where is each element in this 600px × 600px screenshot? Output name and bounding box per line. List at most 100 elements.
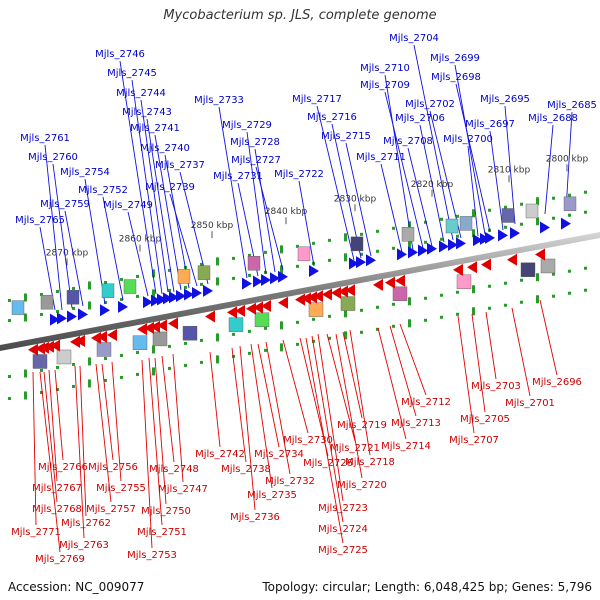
reverse-gene-arrow[interactable] [261, 299, 271, 312]
forward-gene-label[interactable]: Mjls_2685 [547, 100, 597, 111]
reverse-gene-arrow[interactable] [453, 263, 463, 276]
forward-gene-arrow[interactable] [448, 238, 458, 251]
reverse-gene-arrow[interactable] [70, 335, 80, 348]
reverse-gene-label[interactable]: Mjls_2768 [32, 504, 82, 515]
forward-gene-label[interactable]: Mjls_2761 [20, 133, 70, 144]
reverse-gene-arrow[interactable] [295, 293, 305, 306]
reverse-gene-label[interactable]: Mjls_2712 [401, 397, 451, 408]
reverse-gene-arrow[interactable] [107, 328, 117, 341]
forward-gene-arrow[interactable] [261, 273, 271, 286]
reverse-gene-label[interactable]: Mjls_2718 [345, 457, 395, 468]
forward-gene-label[interactable]: Mjls_2688 [528, 113, 578, 124]
reverse-gene-arrow[interactable] [91, 331, 101, 344]
forward-gene-label[interactable]: Mjls_2745 [107, 68, 157, 79]
reverse-gene-label[interactable]: Mjls_2707 [449, 435, 499, 446]
forward-gene-label[interactable]: Mjls_2715 [321, 131, 371, 142]
reverse-gene-arrow[interactable] [481, 258, 491, 271]
forward-gene-arrow[interactable] [480, 232, 490, 245]
reverse-gene-label[interactable]: Mjls_2736 [230, 512, 280, 523]
reverse-gene-label[interactable]: Mjls_2730 [283, 435, 333, 446]
forward-gene-label[interactable]: Mjls_2743 [122, 107, 172, 118]
forward-gene-arrow[interactable] [192, 286, 202, 299]
forward-gene-arrow[interactable] [78, 308, 88, 321]
forward-gene-arrow[interactable] [151, 294, 161, 307]
forward-gene-label[interactable]: Mjls_2704 [389, 33, 439, 44]
reverse-gene-arrow[interactable] [97, 330, 107, 343]
forward-gene-label[interactable]: Mjls_2746 [95, 49, 145, 60]
reverse-gene-label[interactable]: Mjls_2720 [337, 480, 387, 491]
forward-gene-arrow[interactable] [418, 244, 428, 257]
reverse-gene-arrow[interactable] [150, 320, 160, 333]
forward-gene-arrow[interactable] [408, 246, 418, 259]
reverse-gene-label[interactable]: Mjls_2750 [141, 506, 191, 517]
reverse-gene-label[interactable]: Mjls_2701 [505, 398, 555, 409]
reverse-gene-label[interactable]: Mjls_2723 [318, 503, 368, 514]
reverse-gene-label[interactable]: Mjls_2705 [460, 414, 510, 425]
forward-gene-arrow[interactable] [242, 277, 252, 290]
forward-gene-label[interactable]: Mjls_2729 [222, 120, 272, 131]
forward-gene-arrow[interactable] [498, 229, 508, 242]
reverse-gene-label[interactable]: Mjls_2713 [391, 418, 441, 429]
reverse-gene-arrow[interactable] [168, 317, 178, 330]
reverse-gene-arrow[interactable] [313, 290, 323, 303]
forward-gene-arrow[interactable] [176, 289, 186, 302]
reverse-gene-label[interactable]: Mjls_2721 [330, 443, 380, 454]
forward-gene-arrow[interactable] [184, 288, 194, 301]
reverse-gene-arrow[interactable] [535, 248, 545, 261]
forward-gene-label[interactable]: Mjls_2765 [15, 215, 65, 226]
forward-gene-arrow[interactable] [270, 272, 280, 285]
forward-gene-label[interactable]: Mjls_2716 [307, 112, 357, 123]
forward-gene-arrow[interactable] [356, 256, 366, 269]
forward-gene-label[interactable]: Mjls_2740 [140, 143, 190, 154]
reverse-gene-arrow[interactable] [235, 304, 245, 317]
forward-gene-label[interactable]: Mjls_2709 [360, 80, 410, 91]
forward-gene-label[interactable]: Mjls_2717 [292, 94, 342, 105]
forward-gene-label[interactable]: Mjls_2706 [395, 113, 445, 124]
forward-gene-label[interactable]: Mjls_2744 [116, 88, 166, 99]
forward-gene-arrow[interactable] [253, 275, 263, 288]
reverse-gene-label[interactable]: Mjls_2753 [127, 550, 177, 561]
reverse-gene-label[interactable]: Mjls_2769 [35, 554, 85, 565]
forward-gene-label[interactable]: Mjls_2749 [103, 200, 153, 211]
reverse-gene-label[interactable]: Mjls_2771 [11, 527, 61, 538]
reverse-gene-arrow[interactable] [331, 286, 341, 299]
forward-gene-arrow[interactable] [485, 231, 495, 244]
reverse-gene-arrow[interactable] [35, 342, 45, 355]
forward-gene-arrow[interactable] [510, 227, 520, 240]
reverse-gene-label[interactable]: Mjls_2719 [337, 420, 387, 431]
forward-gene-arrow[interactable] [57, 312, 67, 325]
forward-gene-label[interactable]: Mjls_2700 [443, 134, 493, 145]
reverse-gene-label[interactable]: Mjls_2738 [221, 464, 271, 475]
forward-gene-arrow[interactable] [473, 234, 483, 247]
reverse-gene-arrow[interactable] [507, 253, 517, 266]
reverse-gene-arrow[interactable] [28, 343, 38, 356]
reverse-gene-arrow[interactable] [301, 292, 311, 305]
forward-gene-label[interactable]: Mjls_2739 [145, 182, 195, 193]
forward-gene-arrow[interactable] [397, 248, 407, 261]
forward-gene-label[interactable]: Mjls_2741 [130, 123, 180, 134]
forward-gene-label[interactable]: Mjls_2731 [213, 171, 263, 182]
reverse-gene-label[interactable]: Mjls_2725 [318, 545, 368, 556]
forward-gene-label[interactable]: Mjls_2759 [40, 199, 90, 210]
reverse-gene-label[interactable]: Mjls_2757 [86, 504, 136, 515]
forward-gene-arrow[interactable] [100, 304, 110, 317]
forward-gene-arrow[interactable] [439, 240, 449, 253]
forward-gene-arrow[interactable] [349, 257, 359, 270]
reverse-gene-label[interactable]: Mjls_2762 [61, 518, 111, 529]
reverse-gene-arrow[interactable] [253, 301, 263, 314]
forward-gene-arrow[interactable] [143, 296, 153, 309]
reverse-gene-arrow[interactable] [246, 302, 256, 315]
forward-gene-arrow[interactable] [157, 293, 167, 306]
forward-gene-label[interactable]: Mjls_2733 [194, 95, 244, 106]
forward-gene-arrow[interactable] [67, 310, 77, 323]
forward-gene-arrow[interactable] [50, 313, 60, 326]
reverse-gene-label[interactable]: Mjls_2766 [38, 462, 88, 473]
reverse-gene-arrow[interactable] [467, 261, 477, 274]
forward-gene-label[interactable]: Mjls_2702 [405, 99, 455, 110]
reverse-gene-label[interactable]: Mjls_2726 [303, 458, 353, 469]
forward-gene-label[interactable]: Mjls_2711 [356, 152, 406, 163]
forward-gene-arrow[interactable] [427, 242, 437, 255]
reverse-gene-label[interactable]: Mjls_2696 [532, 377, 582, 388]
reverse-gene-arrow[interactable] [345, 284, 355, 297]
